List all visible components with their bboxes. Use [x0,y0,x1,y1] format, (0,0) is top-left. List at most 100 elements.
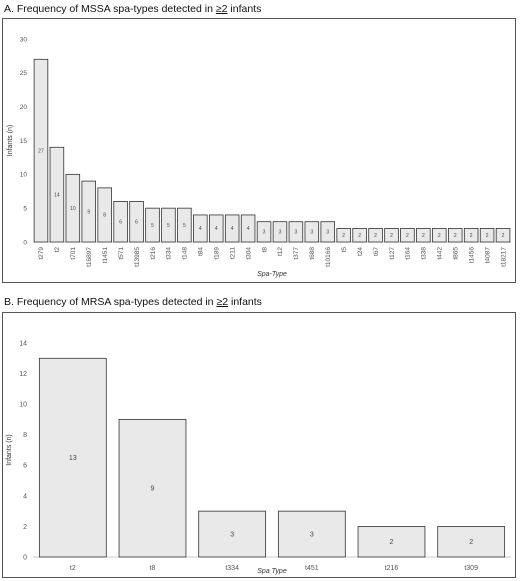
chart-a-y-tick-label: 25 [20,70,28,77]
chart-a-data-label: 2 [374,233,377,239]
chart-a-x-tick-label: t16897 [86,247,93,267]
chart-a-x-tick-label: t688 [309,247,316,260]
chart-a-bar [129,200,144,243]
chart-a-x-tick-label: t12 [277,247,284,256]
chart-b-y-tick-label: 0 [23,554,27,561]
chart-a-data-label: 3 [263,230,266,236]
chart-a-bar [272,221,288,243]
chart-b-bar [437,526,506,558]
chart-b-x-tick-label: t8 [150,565,156,572]
chart-a-bar [65,173,81,243]
chart-a-bar [336,228,351,243]
chart-b-data-label: 2 [469,539,473,546]
chart-a-bar [400,228,415,243]
chart-a-x-tick-label: t4087 [484,247,491,264]
chart-a-bar [432,228,447,243]
chart-a-x-tick-label: t67 [373,247,380,256]
chart-b-y-axis-title: Infants (n) [6,434,13,466]
chart-b-data-label: 9 [151,486,155,493]
chart-a-bar [384,228,399,243]
chart-a-frame: 0 5 10 15 20 25 30 27 t279 14 t2 10 t701 9 t16897 8 t145… [2,18,516,283]
chart-a-data-label: 27 [38,148,44,154]
chart-a-bar [193,214,208,243]
chart-b-y-tick-label: 2 [23,524,27,531]
chart-b-bar [38,357,107,558]
chart-a-x-tick-label: t18217 [500,247,507,267]
chart-a-y-tick-label: 15 [20,138,28,145]
chart-a-bar [288,221,304,243]
chart-a-data-label: 5 [151,223,154,229]
chart-a-data-label: 4 [199,226,202,232]
chart-a-data-label: 2 [422,233,425,239]
chart-b-x-tick-label: t451 [305,565,319,572]
chart-a-x-tick-label: t13985 [134,247,141,267]
chart-a-x-tick-label: t279 [38,247,45,260]
chart-b-bar [118,419,187,558]
chart-b-x-axis-title: Spa Type [257,568,287,575]
chart-b-bar [198,510,267,558]
chart-b-x-tick-label: t309 [464,565,478,572]
chart-b-data-label: 3 [230,532,234,539]
chart-b-y-tick-label: 8 [23,432,27,439]
chart-b-data-label: 3 [310,532,314,539]
chart-a-bar [240,214,256,243]
chart-a-bar [49,146,65,243]
chart-a-title: A. Frequency of MSSA spa-types detected … [4,3,261,15]
chart-b-y-tick-label: 4 [23,493,27,500]
chart-a-x-tick-label: t5 [341,247,348,253]
chart-a-y-tick-label: 20 [20,104,28,111]
chart-a-x-tick-label: t571 [118,247,125,260]
chart-a-data-label: 10 [70,206,76,212]
chart-b-y-tick-label: 12 [19,371,27,378]
chart-a-data-label: 3 [279,230,282,236]
chart-a-svg: 05101520253027t27914t210t7019t168978t145… [7,36,511,278]
chart-a-bar [304,221,320,243]
chart-a-bar [479,228,495,243]
chart-b-data-label: 13 [69,455,77,462]
chart-b-title: B. Frequency of MRSA spa-types detected … [4,296,262,308]
chart-a-data-label: 2 [342,233,345,239]
chart-a-x-tick-label: t8 [261,247,268,253]
chart-a-bar [320,221,336,243]
chart-a-bar [416,228,431,243]
chart-a-title-ge: ≥2 [215,3,228,15]
chart-a-bar [145,207,160,243]
chart-a-data-label: 2 [390,233,393,239]
chart-a-data-label: 2 [454,233,457,239]
chart-a-x-tick-label: t865 [453,247,460,260]
chart-b-x-tick-label: t216 [385,565,399,572]
chart-b-y-tick-label: 14 [19,340,27,347]
chart-a-data-label: 9 [87,209,90,215]
chart-a-x-tick-label: t216 [150,247,157,260]
chart-a-bar [352,228,367,243]
chart-a-data-label: 3 [295,230,298,236]
chart-b-x-tick-label: t334 [225,565,239,572]
chart-b-frame: 0 2 4 6 8 10 12 14 13 t2 9 t8 3 t334 3 t451 2 t216 2 t309 In… [2,312,516,578]
chart-b-title-suffix: infants [228,296,262,308]
chart-a-x-axis-title: Spa-Type [257,271,287,278]
chart-a-bar [81,180,97,243]
chart-a-x-tick-label: t24 [357,247,364,256]
chart-a-x-tick-label: t10166 [325,247,332,267]
chart-a-data-label: 6 [119,219,122,225]
chart-a-bar [256,221,272,243]
chart-a-y-tick-label: 0 [23,239,27,246]
chart-a-data-label: 5 [167,223,170,229]
chart-a-x-tick-label: t2 [54,247,61,253]
chart-a-data-label: 2 [486,233,489,239]
chart-a-title-prefix: A. Frequency of MSSA spa-types detected … [4,3,216,15]
chart-a-x-tick-label: t338 [421,247,428,260]
chart-a-data-label: 3 [326,230,329,236]
chart-a-data-label: 3 [310,230,313,236]
chart-b-y-tick-label: 10 [19,402,27,409]
chart-a-x-tick-label: t377 [293,247,300,260]
chart-a-data-label: 6 [135,219,138,225]
chart-a-data-label: 14 [54,192,60,198]
chart-a-data-label: 2 [502,233,505,239]
chart-a-x-tick-label: t84 [198,247,205,256]
chart-a-title-suffix: infants [227,3,262,15]
chart-a-bar [447,228,463,243]
chart-a-bar [495,228,511,243]
chart-a-data-label: 4 [247,226,250,232]
chart-a-data-label: 4 [231,226,234,232]
